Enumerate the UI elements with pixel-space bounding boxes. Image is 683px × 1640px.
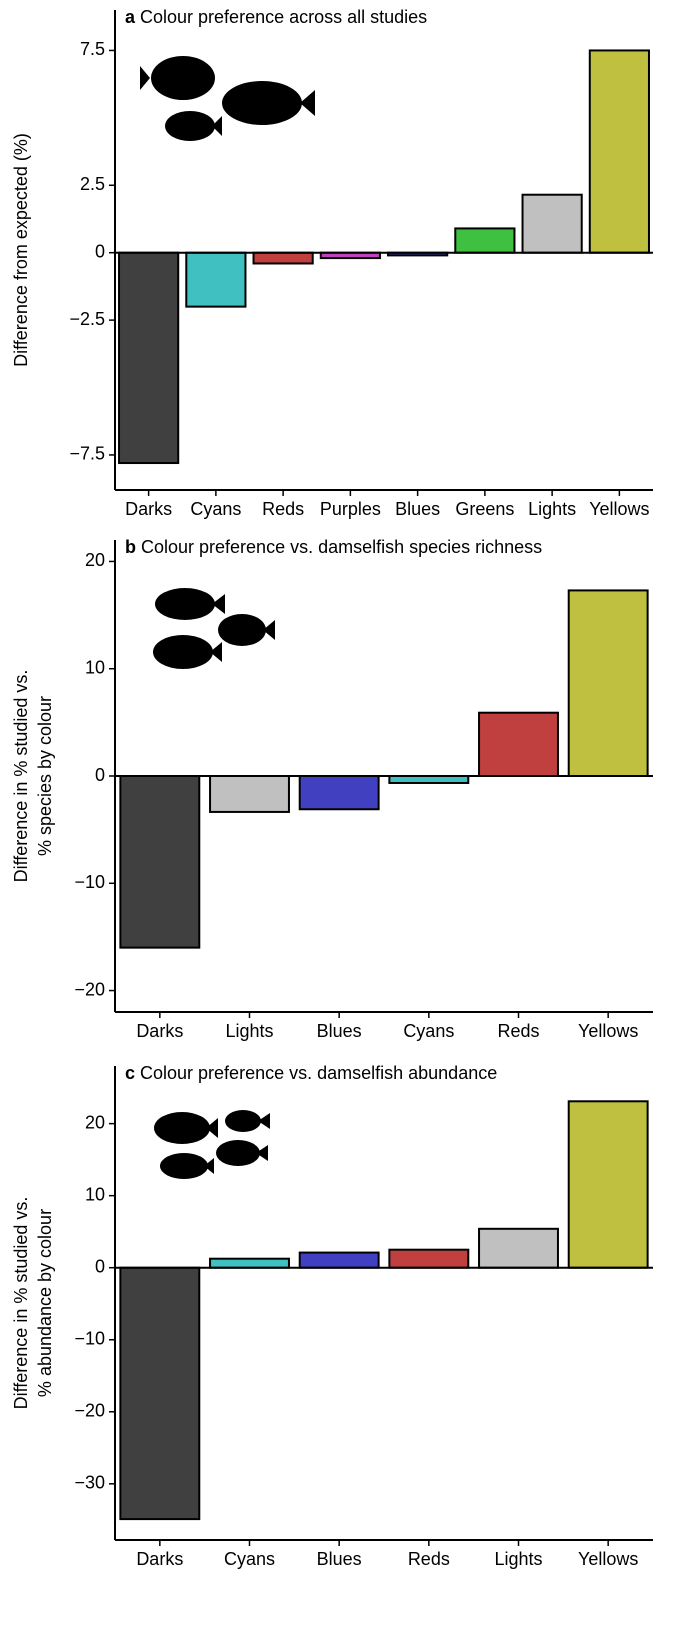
title-text: Colour preference across all studies bbox=[140, 7, 427, 27]
x-tick-label: Darks bbox=[125, 499, 172, 519]
panel-letter: a bbox=[125, 7, 136, 27]
x-tick-label: Reds bbox=[262, 499, 304, 519]
bar bbox=[569, 1101, 648, 1267]
bar bbox=[389, 1250, 468, 1268]
x-tick-label: Cyans bbox=[403, 1021, 454, 1041]
x-tick-label: Lights bbox=[225, 1021, 273, 1041]
x-tick-label: Blues bbox=[317, 1021, 362, 1041]
x-tick-label: Reds bbox=[497, 1021, 539, 1041]
y-tick-label: 0 bbox=[95, 241, 105, 261]
bar bbox=[523, 195, 582, 253]
title-text: Colour preference vs. damselfish species… bbox=[141, 537, 542, 557]
figure: aColour preference across all studies Dif… bbox=[0, 0, 683, 1640]
bar bbox=[119, 253, 178, 463]
x-tick-label: Cyans bbox=[224, 1549, 275, 1569]
x-tick-label: Darks bbox=[136, 1549, 183, 1569]
bar bbox=[254, 253, 313, 264]
x-tick-label: Yellows bbox=[578, 1021, 638, 1041]
x-tick-label: Yellows bbox=[578, 1549, 638, 1569]
y-tick-label: 20 bbox=[85, 550, 105, 570]
y-tick-label: 7.5 bbox=[80, 39, 105, 59]
bar bbox=[120, 776, 199, 948]
fish-icons bbox=[140, 56, 315, 1179]
bar bbox=[120, 1268, 199, 1519]
y-tick-label: −2.5 bbox=[69, 309, 105, 329]
bar bbox=[300, 776, 379, 809]
y-tick-label: 2.5 bbox=[80, 174, 105, 194]
panel-letter: b bbox=[125, 537, 136, 557]
bar bbox=[590, 50, 649, 252]
y-tick-label: −20 bbox=[74, 1401, 105, 1421]
x-tick-label: Purples bbox=[320, 499, 381, 519]
x-tick-label: Cyans bbox=[190, 499, 241, 519]
x-tick-label: Yellows bbox=[589, 499, 649, 519]
y-tick-label: 10 bbox=[85, 1184, 105, 1204]
x-tick-label: Lights bbox=[528, 499, 576, 519]
y-axis-label: Difference in % studied vs. bbox=[11, 670, 31, 883]
y-tick-label: 10 bbox=[85, 657, 105, 677]
y-axis-label: Difference from expected (%) bbox=[11, 133, 31, 367]
panel-letter: c bbox=[125, 1063, 135, 1083]
bar bbox=[479, 1229, 558, 1268]
y-tick-label: −10 bbox=[74, 872, 105, 892]
x-tick-label: Lights bbox=[494, 1549, 542, 1569]
bar bbox=[569, 590, 648, 776]
x-tick-label: Darks bbox=[136, 1021, 183, 1041]
bar bbox=[300, 1253, 379, 1268]
title-text: Colour preference vs. damselfish abundan… bbox=[140, 1063, 497, 1083]
y-tick-label: 20 bbox=[85, 1112, 105, 1132]
y-axis-label: Difference in % studied vs. bbox=[11, 1197, 31, 1410]
x-tick-label: Blues bbox=[317, 1549, 362, 1569]
y-tick-label: −7.5 bbox=[69, 444, 105, 464]
bar bbox=[210, 776, 289, 812]
y-tick-label: 0 bbox=[95, 765, 105, 785]
x-tick-label: Blues bbox=[395, 499, 440, 519]
y-tick-label: 0 bbox=[95, 1256, 105, 1276]
y-tick-label: −10 bbox=[74, 1328, 105, 1348]
y-axis-label: % abundance by colour bbox=[35, 1209, 55, 1397]
x-tick-label: Greens bbox=[455, 499, 514, 519]
bar bbox=[210, 1259, 289, 1268]
bar bbox=[389, 776, 468, 783]
y-axis-label: % species by colour bbox=[35, 696, 55, 856]
bar bbox=[455, 228, 514, 252]
bar bbox=[479, 713, 558, 776]
y-tick-label: −30 bbox=[74, 1473, 105, 1493]
y-tick-label: −20 bbox=[74, 979, 105, 999]
bar bbox=[186, 253, 245, 307]
x-tick-label: Reds bbox=[408, 1549, 450, 1569]
